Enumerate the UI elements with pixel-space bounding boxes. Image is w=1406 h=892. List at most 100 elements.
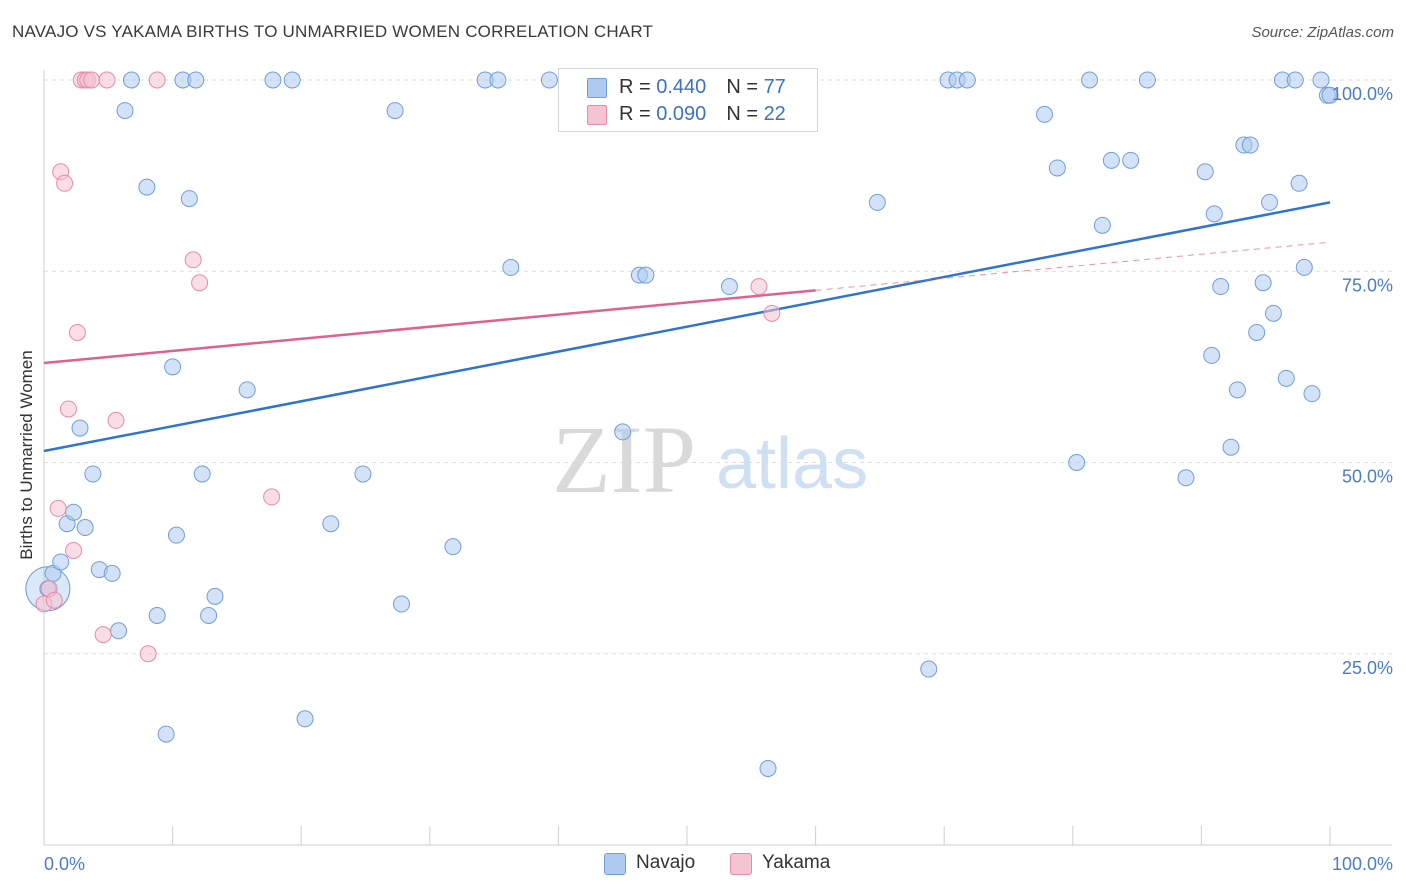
navajo-point [238,381,256,399]
navajo-point [502,258,520,276]
navajo-point [322,515,340,533]
watermark-zip: ZIP [552,406,696,513]
navajo-point [1295,258,1313,276]
yakama-point [763,304,781,322]
navajo-point [1286,71,1304,89]
navajo-point [71,419,89,437]
navajo-point [1048,159,1066,177]
yakama-n-value: 22 [763,103,786,125]
yakama-stats-text: R = 0.090 N = 22 [619,103,786,125]
navajo-legend-swatch [604,853,626,875]
yakama-point [148,71,166,89]
trend-layer [43,201,1331,453]
navajo-point [1205,205,1223,223]
navajo-point [264,71,282,89]
navajo-point [167,526,185,544]
yakama-point [750,278,768,296]
navajo-point [444,538,462,556]
yakama-point [184,251,202,269]
navajo-point [164,358,182,376]
yakama-swatch [587,105,607,125]
yakama-r-value: 0.090 [656,103,707,125]
navajo-point [1248,323,1266,341]
navajo-point [1241,136,1259,154]
navajo-point [1196,163,1214,181]
navajo-point [65,503,83,521]
navajo-point [110,622,128,640]
label-layer: 25.0% 50.0% 75.0% 100.0% 0.0% 100.0% Births to… [17,84,1393,874]
yakama-point [107,411,125,429]
navajo-point [138,178,156,196]
x-tick-label-min: 0.0% [44,854,85,874]
navajo-point [958,71,976,89]
watermark-atlas: atlas [716,424,868,504]
navajo-point [614,423,632,441]
stats-legend-box: R = 0.440 N = 77 R = 0.090 N = 22 [558,68,818,132]
navajo-point [1203,346,1221,364]
source-credit: Source: ZipAtlas.com [1251,24,1394,41]
navajo-point [354,465,372,483]
navajo-point [1277,369,1295,387]
yakama-legend-swatch [730,853,752,875]
yakama-point [139,645,157,663]
yakama-point [45,591,63,609]
navajo-point [393,595,411,613]
navajo-point [637,266,655,284]
navajo-point [206,587,224,605]
navajo-n-value: 77 [763,76,786,98]
navajo-point [540,71,558,89]
navajo-point [1321,86,1339,104]
navajo-swatch [587,78,607,98]
navajo-point [489,71,507,89]
navajo-point [187,71,205,89]
navajo-point [1102,151,1120,169]
yakama-point [94,626,112,644]
navajo-point [1222,438,1240,456]
grid-layer [44,79,1392,655]
y-tick-label: 100.0% [1332,84,1393,104]
navajo-point [1036,105,1054,123]
navajo-legend-label: Navajo [636,852,696,873]
navajo-point [1290,174,1308,192]
navajo-trend-line [43,201,1331,453]
yakama-trend-line [43,289,816,365]
navajo-point [122,71,140,89]
point-layer [25,71,1339,777]
navajo-point [1068,454,1086,471]
navajo-point [193,465,211,483]
navajo-point [52,553,70,571]
navajo-point [200,607,218,624]
yakama-trend-extension [815,241,1331,291]
axis-layer [43,70,1392,846]
navajo-point [1312,71,1330,89]
y-tick-label: 50.0% [1342,467,1393,487]
navajo-point [76,519,94,537]
y-axis-title: Births to Unmarried Women [17,350,36,559]
x-tick-label-max: 100.0% [1332,854,1393,874]
navajo-point [1261,193,1279,211]
navajo-r-value: 0.440 [656,76,707,98]
yakama-point [83,71,101,89]
navajo-point [1254,274,1272,292]
stats-row-navajo: R = 0.440 N = 77 [559,74,817,102]
navajo-point [283,71,301,89]
navajo-point [116,102,134,120]
navajo-stats-text: R = 0.440 N = 77 [619,76,786,98]
navajo-point [103,564,121,582]
stats-row-yakama: R = 0.090 N = 22 [559,101,817,129]
navajo-point [157,725,175,743]
yakama-point [49,499,67,517]
navajo-point [1228,381,1246,399]
navajo-point [920,660,938,678]
navajo-point [759,760,777,777]
yakama-point [65,541,83,559]
watermark: ZIP atlas [552,406,868,513]
navajo-point [1177,469,1195,487]
chart-title: NAVAJO VS YAKAMA BIRTHS TO UNMARRIED WOM… [12,22,654,41]
navajo-point [1081,71,1099,89]
yakama-legend-label: Yakama [762,852,831,873]
navajo-point [1212,278,1230,296]
y-tick-label: 25.0% [1342,658,1393,678]
yakama-point [191,274,209,292]
